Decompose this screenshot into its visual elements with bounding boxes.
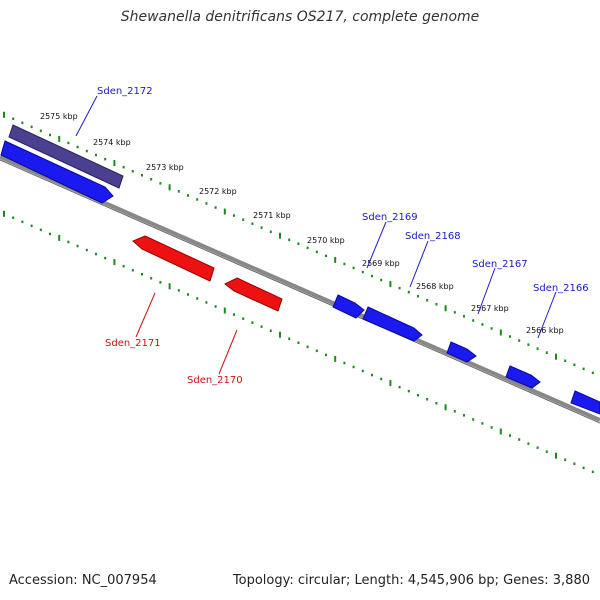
kbp-label: 2573 kbp: [146, 163, 184, 172]
kbp-label: 2570 kbp: [307, 236, 345, 245]
gene-arrow-sden-2169[interactable]: [332, 294, 365, 319]
kbp-label: 2571 kbp: [253, 211, 291, 220]
gene-arrow-sden-2172[interactable]: [8, 124, 124, 189]
genome-summary-text: Topology: circular; Length: 4,545,906 bp…: [232, 573, 590, 588]
gene-track: [0, 124, 600, 415]
gene-label-sden-2166[interactable]: Sden_2166: [533, 283, 589, 294]
gene-label-sden-2172[interactable]: Sden_2172: [97, 86, 153, 97]
kbp-label: 2572 kbp: [199, 187, 237, 196]
accession-text: Accession: NC_007954: [9, 573, 157, 588]
genome-backbone-shadow: [0, 159, 600, 424]
kbp-scale: 2575 kbp 2574 kbp 2573 kbp 2572 kbp 2571…: [40, 112, 564, 335]
kbp-label: 2568 kbp: [416, 282, 454, 291]
gene-label-sden-2168[interactable]: Sden_2168: [405, 231, 461, 242]
outer-tick-track: [3, 111, 594, 375]
kbp-label: 2575 kbp: [40, 112, 78, 121]
gene-arrow-sden-2170[interactable]: [224, 277, 283, 312]
kbp-label: 2567 kbp: [471, 304, 509, 313]
gene-label-connectors: [75, 95, 557, 375]
gene-labels: Sden_2172 Sden_2171 Sden_2170 Sden_2169 …: [97, 86, 589, 386]
gene-label-sden-2171[interactable]: Sden_2171: [105, 338, 161, 349]
gene-arrow-sden-2171[interactable]: [132, 235, 215, 282]
gene-label-sden-2169[interactable]: Sden_2169: [362, 212, 418, 223]
gene-label-sden-2167[interactable]: Sden_2167: [472, 259, 528, 270]
kbp-label: 2569 kbp: [362, 259, 400, 268]
kbp-label: 2574 kbp: [93, 138, 131, 147]
gene-label-sden-2170[interactable]: Sden_2170: [187, 375, 243, 386]
gene-arrow-offscreen[interactable]: [570, 390, 600, 415]
map-title: Shewanella denitrificans OS217, complete…: [120, 9, 480, 25]
gene-arrow-sden-2168[interactable]: [362, 306, 423, 342]
gene-arrow-sden-2166[interactable]: [505, 365, 541, 389]
inner-tick-track: [3, 210, 594, 474]
gene-arrow-sden-2167[interactable]: [446, 341, 477, 363]
gene-arrow-sden-2172-forward[interactable]: [0, 140, 114, 204]
kbp-label: 2566 kbp: [526, 326, 564, 335]
